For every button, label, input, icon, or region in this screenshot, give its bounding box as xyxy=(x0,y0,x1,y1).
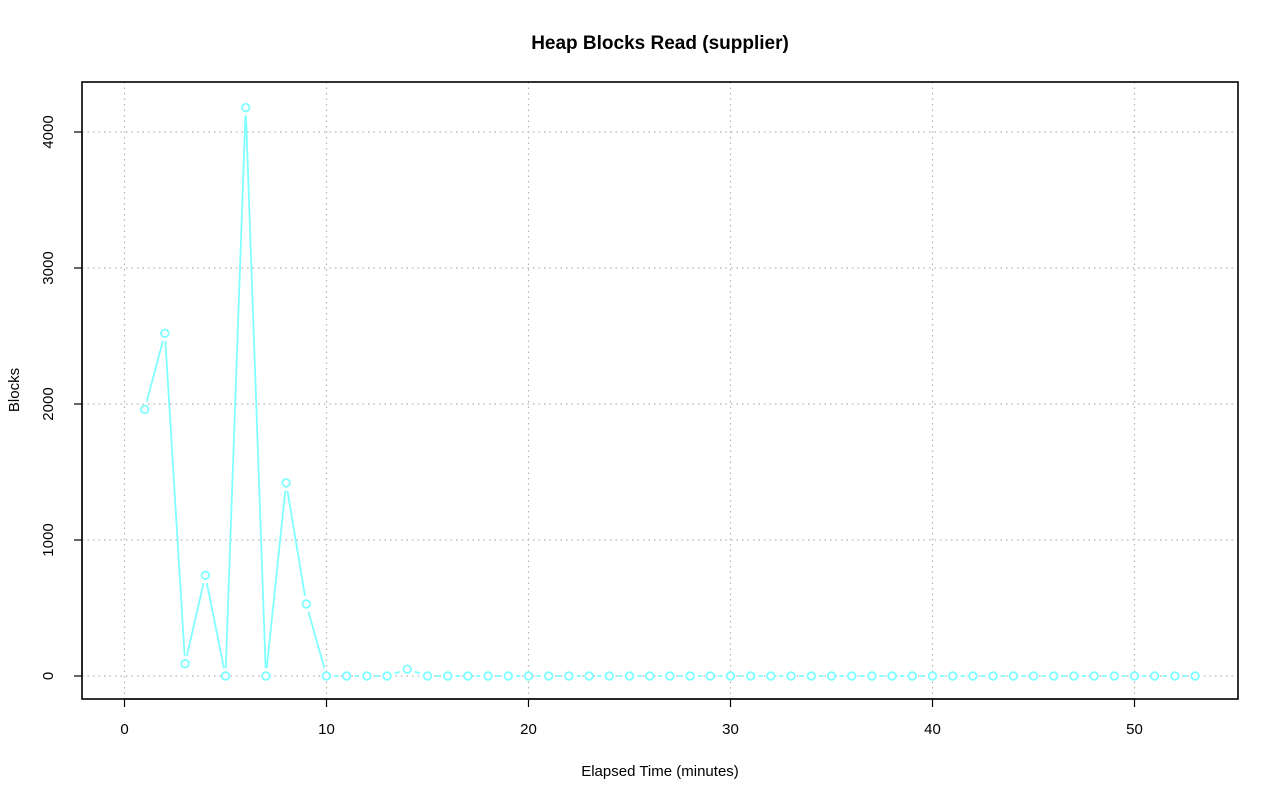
data-point xyxy=(786,671,796,681)
data-point xyxy=(544,671,554,681)
data-point xyxy=(867,671,877,681)
data-point xyxy=(645,671,655,681)
x-tick-label: 40 xyxy=(924,721,941,738)
data-point xyxy=(342,671,352,681)
data-point xyxy=(1149,671,1160,681)
x-axis: 0 10 20 30 40 50 xyxy=(120,698,1143,738)
y-axis: 0 1000 2000 3000 4000 xyxy=(40,115,83,680)
data-point xyxy=(483,671,493,681)
grid xyxy=(82,82,1238,699)
y-tick-label: 3000 xyxy=(40,251,57,284)
data-point xyxy=(1190,671,1200,681)
data-point xyxy=(382,671,392,681)
x-tick-label: 50 xyxy=(1126,721,1143,738)
series-segment xyxy=(394,670,401,675)
data-point xyxy=(321,671,332,681)
y-axis-label: Blocks xyxy=(6,368,23,412)
x-tick-label: 30 xyxy=(722,721,739,738)
x-tick-label: 20 xyxy=(520,721,537,738)
data-point xyxy=(584,671,594,681)
x-tick-label: 10 xyxy=(318,721,335,738)
x-tick-label: 0 xyxy=(120,721,128,738)
data-point xyxy=(139,404,150,415)
data-point xyxy=(766,671,776,681)
chart-title: Heap Blocks Read (supplier) xyxy=(531,33,789,54)
data-point xyxy=(1089,671,1099,681)
data-point xyxy=(826,671,837,681)
data-point xyxy=(1109,671,1119,681)
data-point xyxy=(746,671,756,681)
data-point xyxy=(665,671,675,681)
data-point xyxy=(281,478,291,488)
data-point xyxy=(443,671,453,681)
data-point xyxy=(1170,671,1180,681)
y-tick-label: 4000 xyxy=(40,115,57,148)
series-segment xyxy=(286,490,306,597)
data-point xyxy=(1048,671,1059,681)
series-blocks xyxy=(139,102,1200,681)
data-point xyxy=(887,671,897,681)
data-point xyxy=(988,671,998,681)
data-point xyxy=(907,671,917,681)
data-point xyxy=(180,659,190,669)
series-segment xyxy=(205,583,225,669)
data-point xyxy=(402,664,412,674)
series-segment xyxy=(307,611,326,669)
series-segment xyxy=(186,582,205,657)
data-point xyxy=(240,102,251,113)
series-segment xyxy=(164,341,186,656)
series-segment xyxy=(245,115,267,669)
data-point xyxy=(685,671,695,681)
data-point xyxy=(948,671,958,681)
data-point xyxy=(705,671,715,681)
series-segment xyxy=(265,490,287,669)
y-tick-label: 1000 xyxy=(40,523,57,556)
series-segment xyxy=(145,340,164,402)
series-segment xyxy=(414,670,421,675)
data-point xyxy=(523,671,534,681)
data-point xyxy=(847,671,857,681)
data-point xyxy=(160,328,170,338)
data-point xyxy=(604,671,614,681)
data-point xyxy=(1129,671,1140,681)
data-point xyxy=(422,671,433,681)
data-point xyxy=(806,671,816,681)
data-point xyxy=(624,671,635,681)
data-point xyxy=(261,671,271,681)
series-segment xyxy=(224,115,247,669)
data-point xyxy=(1069,671,1079,681)
data-point xyxy=(362,671,372,681)
data-point xyxy=(968,671,978,681)
data-point xyxy=(564,671,574,681)
data-point xyxy=(220,671,231,681)
y-tick-label: 2000 xyxy=(40,387,57,420)
data-point xyxy=(1008,671,1018,681)
data-point xyxy=(301,599,311,609)
data-point xyxy=(463,671,473,681)
data-point xyxy=(927,671,938,681)
data-point xyxy=(725,671,736,681)
x-axis-label: Elapsed Time (minutes) xyxy=(581,763,739,780)
data-point xyxy=(1028,671,1039,681)
y-tick-label: 0 xyxy=(40,672,57,680)
data-point xyxy=(503,671,513,681)
data-point xyxy=(200,570,210,581)
